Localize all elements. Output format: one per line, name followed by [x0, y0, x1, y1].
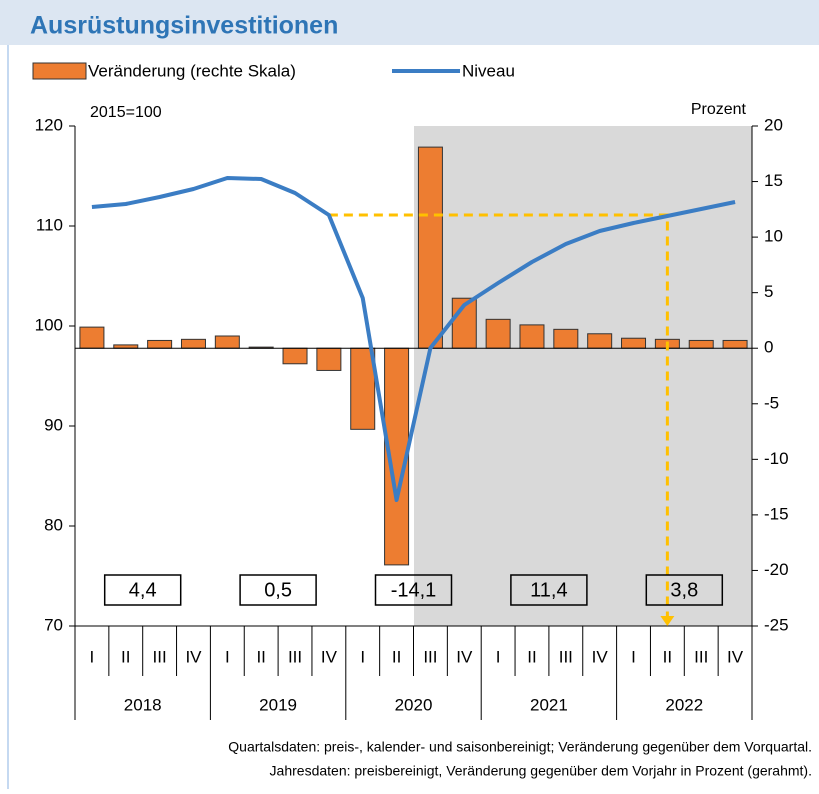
x-tick-label: I: [90, 647, 95, 666]
annual-change: -14,1: [391, 579, 437, 601]
bar: [282, 347, 308, 365]
y2-tick-label: -20: [764, 560, 789, 579]
y-tick-label: 70: [44, 615, 63, 634]
footnote: Quartalsdaten: preis-, kalender- und sai…: [228, 739, 812, 755]
annual-change: 4,4: [129, 579, 157, 601]
x-tick-label: II: [527, 647, 536, 666]
x-tick-label: II: [256, 647, 265, 666]
line-series: [91, 176, 736, 502]
bar: [417, 146, 443, 349]
x-tick-label: I: [225, 647, 230, 666]
annual-box: [374, 574, 453, 606]
y2-tick-label: -5: [764, 393, 779, 412]
reference-arrowhead: [660, 616, 675, 626]
x-tick-label: III: [423, 647, 437, 666]
y-tick-label: 110: [36, 215, 63, 234]
year-label: 2019: [259, 695, 297, 714]
bar: [587, 333, 613, 349]
x-tick-label: III: [694, 647, 708, 666]
x-tick-label: IV: [592, 647, 609, 666]
bar: [316, 347, 342, 371]
y2-axis-label: Prozent: [691, 101, 747, 118]
y2-tick-label: -10: [764, 449, 789, 468]
annual-change: 3,8: [670, 579, 698, 601]
bar: [519, 324, 545, 349]
bar: [688, 339, 714, 349]
year-label: 2018: [124, 695, 162, 714]
bar: [722, 339, 748, 349]
footnote: Jahresdaten: preisbereinigt, Veränderung…: [270, 763, 812, 779]
x-tick-label: III: [559, 647, 573, 666]
annual-box: [239, 574, 317, 606]
y-tick-label: 80: [44, 515, 63, 534]
y2-tick-label: 20: [764, 115, 783, 134]
x-tick-label: IV: [456, 647, 473, 666]
legend-label: Niveau: [462, 61, 515, 80]
x-tick-label: I: [631, 647, 636, 666]
bar: [214, 335, 240, 349]
annual-box: [103, 574, 182, 606]
y2-tick-label: -15: [764, 504, 789, 523]
year-label: 2022: [665, 695, 703, 714]
annual-box: [645, 574, 724, 606]
annual-change: 11,4: [530, 579, 567, 601]
y2-tick-label: 15: [764, 171, 783, 190]
year-label: 2021: [530, 695, 568, 714]
y-axis-label: 2015=100: [90, 104, 162, 121]
y2-tick-label: 5: [764, 282, 773, 301]
x-tick-label: III: [288, 647, 302, 666]
y-tick-label: 100: [35, 315, 63, 334]
x-tick-label: IV: [727, 647, 744, 666]
y2-tick-label: 10: [764, 227, 783, 246]
y2-tick-label: -25: [764, 615, 789, 634]
x-tick-label: II: [121, 647, 130, 666]
title-bar: [0, 0, 819, 45]
year-label: 2020: [395, 695, 433, 714]
bar: [180, 338, 206, 349]
annual-box: [510, 574, 588, 606]
bar: [350, 347, 376, 430]
legend-swatch: [32, 62, 87, 80]
y-tick-label: 120: [35, 115, 63, 134]
bar: [79, 326, 105, 349]
x-tick-label: IV: [321, 647, 338, 666]
x-tick-label: III: [153, 647, 167, 666]
x-tick-label: I: [496, 647, 501, 666]
x-tick-label: II: [663, 647, 672, 666]
bar: [485, 318, 511, 349]
legend-label: Veränderung (rechte Skala): [88, 61, 296, 80]
annual-change: 0,5: [264, 579, 292, 601]
bar: [553, 328, 579, 349]
chart-title: Ausrüstungsinvestitionen: [30, 12, 338, 40]
y-tick-label: 90: [44, 415, 63, 434]
x-tick-label: IV: [185, 647, 202, 666]
x-tick-label: I: [360, 647, 365, 666]
x-tick-label: II: [392, 647, 401, 666]
bar: [621, 337, 647, 349]
y2-tick-label: 0: [764, 338, 773, 357]
bar: [147, 339, 173, 349]
shaded-region: [414, 126, 752, 626]
